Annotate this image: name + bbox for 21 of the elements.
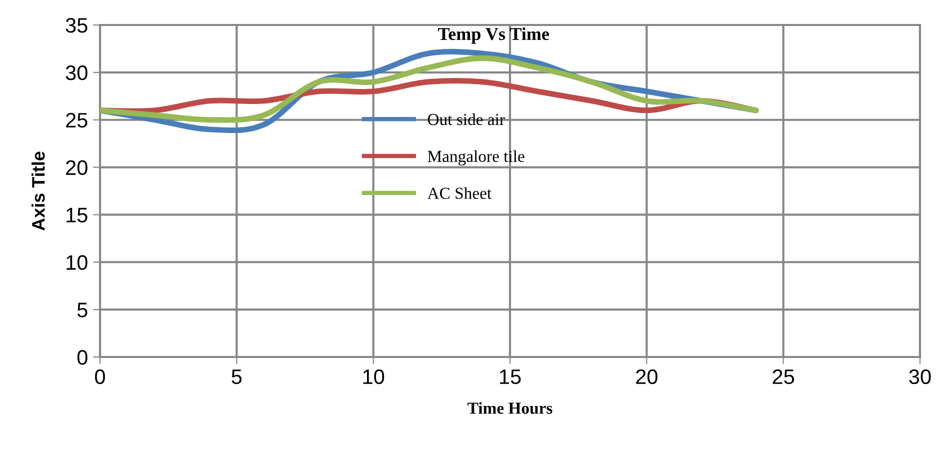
x-tick-label: 30 (909, 369, 931, 384)
y-tick-label: 25 (66, 112, 88, 128)
y-tick-label: 0 (77, 350, 88, 365)
y-tick-label: 35 (66, 18, 88, 33)
legend-label: AC Sheet (427, 187, 492, 199)
x-tick-label: 5 (232, 370, 242, 384)
x-tick-label: 25 (772, 369, 794, 384)
legend-label: Mangalore tile (428, 150, 524, 166)
x-tick-label: 20 (636, 369, 658, 384)
y-tick-label: 15 (66, 208, 88, 222)
y-tick-label: 30 (66, 65, 88, 80)
y-axis-title: Axis Title (32, 152, 45, 231)
x-tick-label: 10 (363, 369, 384, 384)
y-tick-label: 20 (66, 160, 88, 176)
y-tick-label: 10 (66, 255, 88, 270)
x-tick-label: 0 (95, 369, 105, 384)
y-tick-label: 5 (77, 302, 88, 318)
legend-label: Out side air (428, 113, 505, 126)
chart-title: Temp Vs Time (438, 27, 550, 44)
x-axis-title: Time Hours (468, 402, 552, 414)
x-tick-label: 15 (500, 370, 521, 384)
